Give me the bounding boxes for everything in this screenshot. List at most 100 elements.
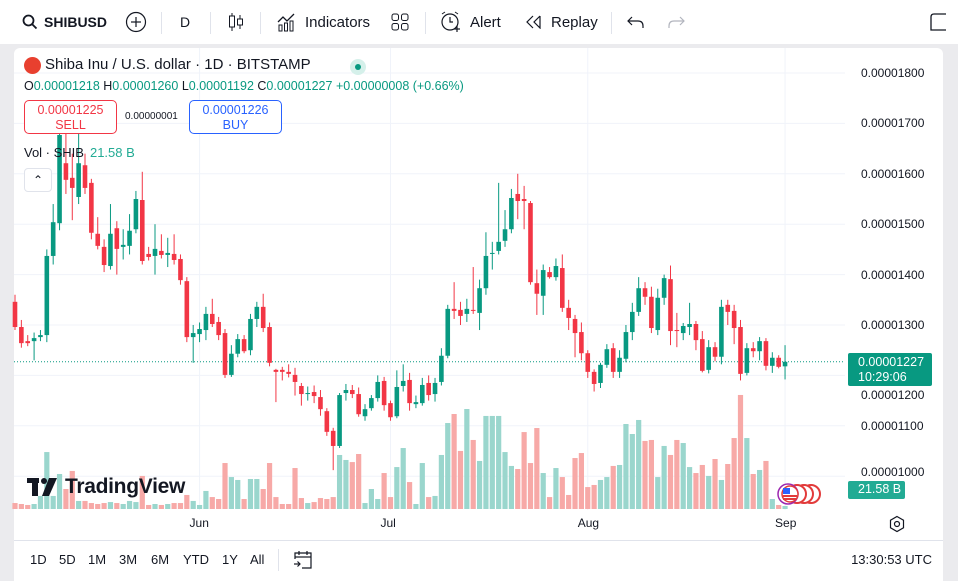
volume-bar [286, 504, 292, 509]
volume-bar [744, 438, 750, 509]
range-button-ytd[interactable]: YTD [183, 552, 209, 567]
buy-label: BUY [222, 118, 249, 132]
range-button-1m[interactable]: 1M [88, 552, 107, 567]
interval-button[interactable]: D [180, 14, 191, 30]
candle-body [31, 338, 37, 342]
market-open-indicator[interactable] [350, 59, 366, 75]
candle-body [318, 397, 323, 410]
volume-bar [553, 468, 559, 509]
go-to-date-icon[interactable] [292, 549, 314, 571]
candle-body [623, 332, 629, 359]
price-tick-label: 0.00001400 [861, 267, 925, 282]
candle-body [50, 222, 56, 256]
range-button-all[interactable]: All [250, 552, 265, 567]
candle-body [598, 364, 603, 383]
replay-button[interactable]: Replay [525, 0, 598, 44]
candle-body [394, 386, 400, 417]
alert-button[interactable]: Alert [440, 0, 501, 44]
chart-settings-icon[interactable] [888, 515, 906, 533]
current-price-tag: 0.00001227 10:29:06 [848, 353, 932, 386]
candle-body [209, 313, 215, 324]
volume-bar [457, 450, 464, 509]
indicators-button[interactable]: Indicators [277, 0, 370, 44]
tradingview-logo-icon [27, 478, 57, 496]
redo-button[interactable] [667, 0, 685, 44]
range-button-6m[interactable]: 6M [151, 552, 170, 567]
range-button-1y[interactable]: 1Y [222, 552, 238, 567]
undo-button[interactable] [627, 0, 645, 44]
candle-countdown: 10:29:06 [858, 370, 907, 384]
volume-bar [18, 504, 24, 509]
volume-bar [629, 434, 635, 509]
compare-symbol-button[interactable] [125, 0, 147, 44]
volume-bar [667, 454, 674, 509]
candle-body [82, 165, 88, 188]
candle-body [674, 330, 680, 332]
candle-body [553, 266, 559, 278]
range-button-1d[interactable]: 1D [30, 552, 47, 567]
sell-button[interactable]: 0.00001225 SELL [24, 100, 117, 134]
ohlc-legend: O0.00001218 H0.00001260 L0.00001192 C0.0… [24, 79, 464, 93]
economic-events-icon[interactable] [775, 483, 823, 505]
candle-body [400, 380, 406, 386]
range-button-5d[interactable]: 5D [59, 552, 76, 567]
price-tick-label: 0.00001000 [861, 465, 925, 479]
candle-body [369, 398, 374, 409]
close-value: 0.00001227 [266, 79, 333, 93]
change-value: +0.00000008 (+0.66%) [335, 79, 464, 93]
candle-body [127, 230, 132, 246]
volume-bar [655, 477, 661, 509]
symbol-search-button[interactable]: SHIBUSD [22, 0, 107, 44]
tradingview-watermark[interactable]: TradingView [27, 475, 185, 499]
candle-body [757, 341, 762, 352]
volume-bar [699, 464, 705, 509]
volume-bar [413, 504, 419, 509]
layouts-button[interactable] [391, 0, 409, 44]
chart-type-button[interactable] [227, 0, 245, 44]
price-chart[interactable] [0, 0, 958, 540]
volume-bar [330, 497, 336, 509]
sell-label: SELL [55, 118, 86, 132]
volume-value: 21.58 B [89, 145, 135, 160]
candle-body [197, 329, 202, 335]
time-tick-label: Jun [189, 516, 209, 530]
volume-bar [31, 504, 37, 509]
spread-value: 0.00000001 [125, 111, 178, 122]
candle-body [680, 326, 686, 334]
volume-bar [502, 452, 508, 509]
candle-body [260, 306, 266, 329]
volume-bar [610, 465, 616, 509]
candle-body [38, 335, 43, 338]
volume-bar [731, 438, 737, 509]
candle-body [12, 301, 18, 328]
volume-bar [247, 479, 254, 509]
volume-label: Vol · SHIB [24, 145, 84, 160]
volume-bar [782, 506, 788, 509]
chevron-up-icon: ⌃ [32, 173, 44, 187]
volume-bar [222, 463, 228, 509]
utc-clock[interactable]: 13:30:53 UTC [851, 552, 932, 567]
candle-body [63, 163, 69, 180]
volume-bar [566, 494, 572, 509]
candle-body [101, 246, 107, 266]
buy-button[interactable]: 0.00001226 BUY [189, 100, 282, 134]
range-button-3m[interactable]: 3M [119, 552, 138, 567]
candle-body [19, 327, 24, 344]
collapse-legend-button[interactable]: ⌃ [24, 168, 52, 192]
volume-bar [737, 394, 744, 509]
candle-body [560, 268, 565, 308]
layouts-icon [391, 13, 409, 31]
candle-body [451, 308, 457, 311]
fullscreen-button[interactable] [930, 0, 946, 44]
volume-bar [139, 475, 145, 509]
volume-bar [25, 504, 31, 509]
close-label: C [257, 79, 267, 93]
volume-bar [177, 503, 184, 509]
high-label: H [103, 79, 113, 93]
volume-bar [642, 440, 648, 509]
candle-body [470, 309, 476, 311]
volume-bar [343, 459, 349, 509]
volume-bar [260, 489, 266, 509]
replay-label: Replay [551, 13, 598, 31]
volume-bar [712, 459, 718, 509]
